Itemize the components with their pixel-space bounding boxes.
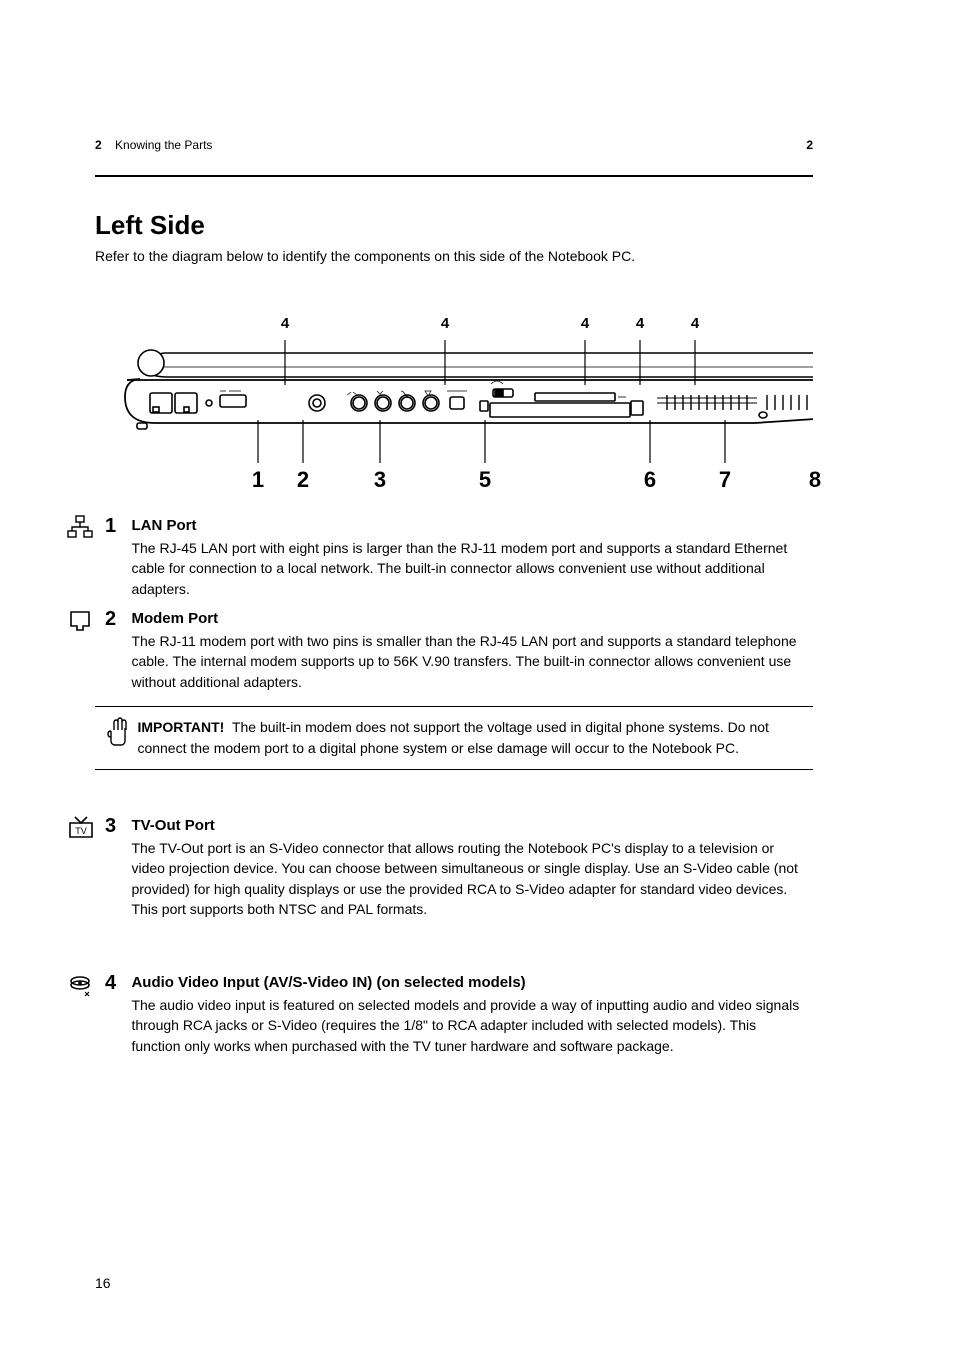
left-side-diagram: 4 4 4 4 4: [95, 275, 813, 485]
subtitle: Refer to the diagram below to identify t…: [95, 248, 813, 264]
callout-top-4: 4: [636, 315, 644, 332]
entry-4-num: 4: [105, 972, 127, 995]
entry-3-title: TV-Out Port: [131, 817, 801, 834]
entry-3-desc: The TV-Out port is an S-Video connector …: [131, 838, 801, 919]
entry-2-title: Modem Port: [131, 610, 801, 627]
lan-icon: [67, 515, 95, 543]
entry-2-desc: The RJ-11 modem port with two pins is sm…: [131, 631, 801, 692]
callout-bot-1: 1: [252, 467, 264, 493]
callout-bot-5: 6: [644, 467, 656, 493]
entry-1-title: LAN Port: [131, 517, 801, 534]
header-section-name: Knowing the Parts: [115, 138, 212, 152]
callout-top-3: 4: [581, 315, 589, 332]
entry-2-num: 2: [105, 608, 127, 631]
callout-top-5: 4: [691, 315, 699, 332]
callout-bot-7: 8: [809, 467, 821, 493]
callout-top-1: 4: [281, 315, 289, 332]
tv-icon: TV: [67, 815, 95, 843]
entry-1-desc: The RJ-45 LAN port with eight pins is la…: [131, 538, 801, 599]
callout-bot-2: 2: [297, 467, 309, 493]
page-title: Left Side: [95, 210, 205, 241]
svg-text:TV: TV: [75, 826, 87, 836]
header-rule: [95, 175, 813, 177]
caution-label: IMPORTANT!: [137, 719, 224, 735]
page-number: 16: [95, 1275, 111, 1291]
audio-icon: [67, 972, 95, 1000]
callout-bot-3: 3: [374, 467, 386, 493]
important-note: IMPORTANT! The built-in modem does not s…: [95, 706, 813, 770]
header-chapter: 2: [806, 138, 813, 152]
modem-icon: [67, 608, 95, 636]
header-section-num: 2: [95, 138, 102, 152]
caution-text: The built-in modem does not support the …: [137, 719, 768, 756]
callout-bot-4: 5: [479, 467, 491, 493]
caution-hand-icon: [105, 717, 133, 752]
callout-top-2: 4: [441, 315, 449, 332]
entry-4-title: Audio Video Input (AV/S-Video IN) (on se…: [131, 974, 801, 991]
entry-1-num: 1: [105, 515, 127, 538]
callout-bot-6: 7: [719, 467, 731, 493]
entry-4-desc: The audio video input is featured on sel…: [131, 995, 801, 1056]
entry-3-num: 3: [105, 815, 127, 838]
